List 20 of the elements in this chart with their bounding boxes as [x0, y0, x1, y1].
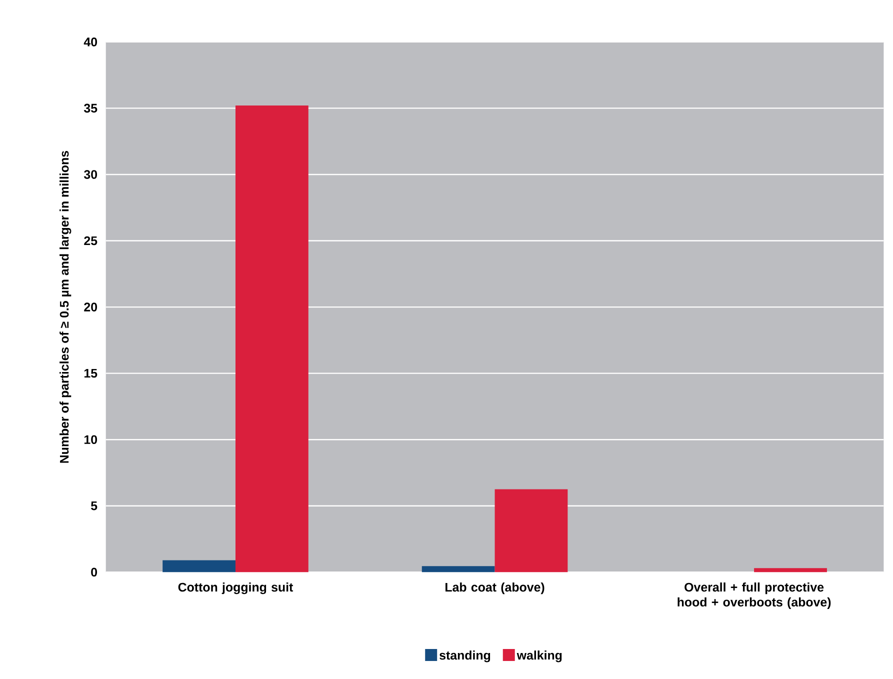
x-tick-label: Overall + full protective hood + overboots (above) [678, 582, 831, 609]
bar [162, 560, 236, 572]
legend-label: standing [440, 650, 490, 662]
y-tick-label: 30 [84, 170, 98, 179]
y-tick-label: 20 [84, 302, 98, 312]
bar [235, 106, 308, 572]
y-tick-label: 25 [84, 236, 98, 246]
bar [422, 566, 495, 572]
bar [494, 489, 568, 572]
x-tick-label: Lab coat (above) [446, 582, 544, 594]
x-tick-label: Cotton jogging suit [178, 582, 294, 594]
y-tick-label: 10 [84, 435, 98, 444]
y-axis-title: Number of particles of ≥ 0.5 µm and larger in millions [60, 150, 72, 463]
y-tick-label: 0 [91, 568, 98, 577]
y-tick-label: 35 [84, 104, 98, 113]
y-tick-label: 40 [84, 38, 98, 46]
legend-label: walking [516, 650, 562, 662]
y-tick-label: 15 [84, 368, 98, 378]
y-tick-label: 5 [90, 502, 98, 510]
bar [754, 568, 827, 572]
